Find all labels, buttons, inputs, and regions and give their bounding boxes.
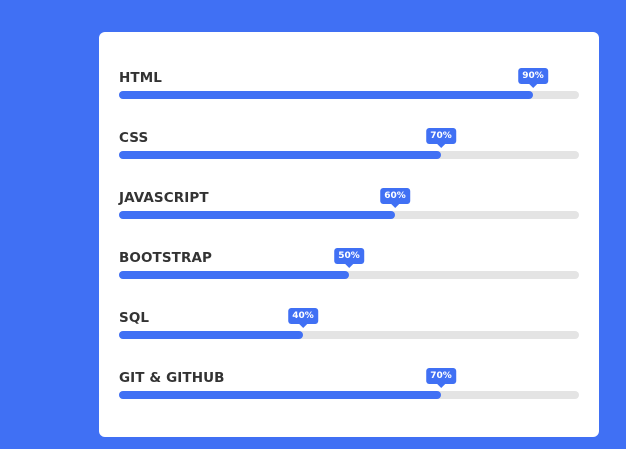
skill-git-github: GIT & GITHUB 70%	[119, 368, 579, 410]
skill-percent-tooltip: 50%	[334, 248, 364, 268]
skill-css: CSS 70%	[119, 128, 579, 170]
skill-percent-tooltip: 90%	[518, 68, 548, 88]
skill-percent-tooltip: 60%	[380, 188, 410, 208]
skill-progress-fill	[119, 211, 395, 219]
skill-progress-track: 40%	[119, 308, 579, 339]
skill-progress-track: 70%	[119, 128, 579, 159]
skill-percent-tooltip: 70%	[426, 368, 456, 388]
skill-bootstrap: BOOTSTRAP 50%	[119, 248, 579, 290]
skill-name: CSS	[119, 130, 149, 146]
skill-progress-track: 60%	[119, 188, 579, 219]
skill-progress-fill	[119, 91, 533, 99]
skill-progress-track: 70%	[119, 368, 579, 399]
skill-percent-tooltip: 70%	[426, 128, 456, 148]
skill-sql: SQL 40%	[119, 308, 579, 350]
skill-progress-fill	[119, 391, 441, 399]
skill-name: SQL	[119, 310, 150, 326]
skills-card: HTML 90% CSS 70% JAVASCRIPT 60% BOOTSTRA…	[99, 32, 599, 437]
skill-name: BOOTSTRAP	[119, 250, 213, 266]
skill-name: HTML	[119, 70, 162, 86]
skill-progress-fill	[119, 331, 303, 339]
skill-percent-tooltip: 40%	[288, 308, 318, 328]
skill-progress-fill	[119, 271, 349, 279]
skill-name: GIT & GITHUB	[119, 370, 225, 386]
skill-progress-track: 90%	[119, 68, 579, 99]
skill-progress-track: 50%	[119, 248, 579, 279]
skill-html: HTML 90%	[119, 68, 579, 110]
skill-javascript: JAVASCRIPT 60%	[119, 188, 579, 230]
skill-progress-fill	[119, 151, 441, 159]
skill-name: JAVASCRIPT	[119, 190, 209, 206]
